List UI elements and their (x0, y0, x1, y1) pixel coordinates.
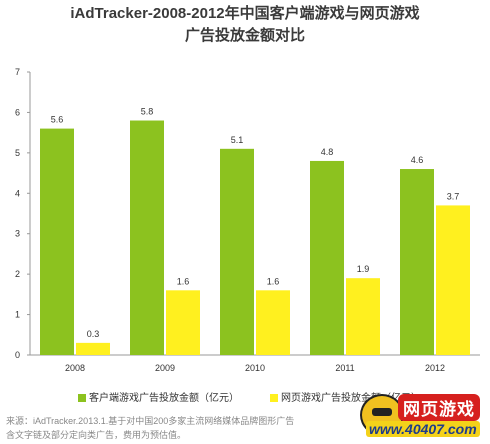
data-label: 4.8 (321, 147, 334, 157)
watermark-name: 网页游戏 (398, 394, 480, 421)
bar-web-2008 (76, 342, 110, 355)
y-tick-label: 5 (15, 148, 20, 158)
legend-item-client-games: 客户端游戏广告投放金额（亿元） (78, 389, 239, 404)
x-tick-label: 2010 (245, 363, 265, 373)
data-label: 5.1 (231, 135, 244, 145)
source-note-line-1: 来源：iAdTracker.2013.1.基于对中国200多家主流网络媒体品牌图… (6, 416, 295, 426)
chart-title-line-1: iAdTracker-2008-2012年中国客户端游戏与网页游戏 (70, 5, 420, 22)
legend-swatch-web-games (270, 394, 278, 402)
data-label: 1.6 (177, 276, 190, 286)
data-label: 1.9 (357, 264, 370, 274)
x-tick-label: 2009 (155, 363, 175, 373)
legend-item-web-games: 网页游戏广告投放金额（亿元） (270, 389, 421, 404)
legend-label-web-games: 网页游戏广告投放金额（亿元） (281, 393, 421, 404)
y-tick-label: 0 (15, 350, 20, 360)
y-tick-label: 3 (15, 229, 20, 239)
x-tick-label: 2008 (65, 363, 85, 373)
data-label: 4.6 (411, 155, 424, 165)
y-tick-label: 1 (15, 310, 20, 320)
x-tick-label: 2011 (335, 363, 354, 373)
legend-label-client-games: 客户端游戏广告投放金额（亿元） (89, 393, 239, 404)
source-note-line-2: 含文字链及部分定向类广告，费用为预估值。 (6, 430, 187, 440)
y-tick-label: 6 (15, 107, 20, 117)
bar-web-2010 (256, 290, 290, 355)
bar-client-2008 (40, 128, 74, 355)
bar-web-2012 (436, 205, 470, 355)
bar-client-2012 (400, 169, 434, 355)
bar-client-2009 (130, 120, 164, 355)
bar-web-2009 (166, 290, 200, 355)
watermark-logo: 网页游戏 www.40407.com (360, 394, 488, 442)
x-tick-label: 2012 (425, 363, 445, 373)
bar-client-2010 (220, 148, 254, 355)
data-label: 5.8 (141, 107, 154, 117)
data-label: 3.7 (447, 191, 460, 201)
data-label: 0.3 (87, 329, 100, 339)
chart-title-line-2: 广告投放金额对比 (184, 27, 305, 44)
y-tick-label: 4 (15, 188, 20, 198)
watermark-url: www.40407.com (366, 421, 480, 437)
data-label: 5.6 (51, 115, 64, 125)
bar-client-2011 (310, 160, 344, 355)
legend-swatch-client-games (78, 394, 86, 402)
y-tick-label: 7 (15, 67, 20, 77)
data-label: 1.6 (267, 276, 280, 286)
y-tick-label: 2 (15, 269, 20, 279)
bar-web-2011 (346, 278, 380, 355)
